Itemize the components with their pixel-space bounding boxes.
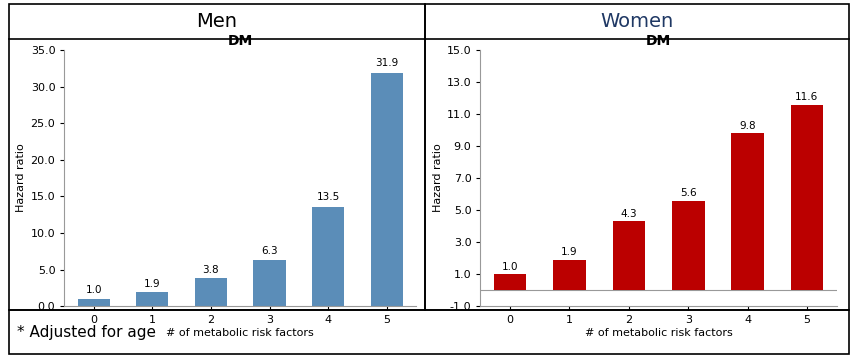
Text: 31.9: 31.9: [375, 58, 398, 68]
Title: DM: DM: [227, 34, 253, 48]
Title: DM: DM: [646, 34, 671, 48]
Text: 13.5: 13.5: [317, 192, 340, 202]
Text: Women: Women: [601, 12, 674, 31]
Text: 5.6: 5.6: [680, 188, 697, 198]
Text: 11.6: 11.6: [795, 92, 819, 102]
Text: 1.0: 1.0: [502, 262, 518, 272]
Text: 4.3: 4.3: [620, 209, 637, 219]
Bar: [790, 105, 823, 290]
Y-axis label: Hazard ratio: Hazard ratio: [16, 144, 27, 213]
Text: 1.9: 1.9: [561, 247, 577, 257]
X-axis label: # of metabolic risk factors: # of metabolic risk factors: [166, 328, 314, 338]
Bar: [312, 207, 344, 306]
Text: * Adjusted for age: * Adjusted for age: [17, 325, 156, 339]
Text: 6.3: 6.3: [261, 246, 278, 256]
Bar: [77, 299, 110, 306]
Bar: [613, 221, 645, 290]
Text: Men: Men: [196, 12, 237, 31]
Bar: [195, 278, 227, 306]
Bar: [494, 274, 527, 290]
Y-axis label: Hazard ratio: Hazard ratio: [432, 144, 443, 213]
Text: 9.8: 9.8: [740, 121, 756, 131]
Text: 1.9: 1.9: [144, 279, 160, 289]
Bar: [553, 260, 586, 290]
Bar: [731, 133, 764, 290]
Text: 3.8: 3.8: [202, 265, 220, 275]
Text: 1.0: 1.0: [86, 285, 102, 295]
X-axis label: # of metabolic risk factors: # of metabolic risk factors: [584, 328, 733, 338]
Bar: [253, 260, 286, 306]
Bar: [136, 292, 168, 306]
Bar: [672, 200, 704, 290]
Bar: [371, 73, 403, 306]
